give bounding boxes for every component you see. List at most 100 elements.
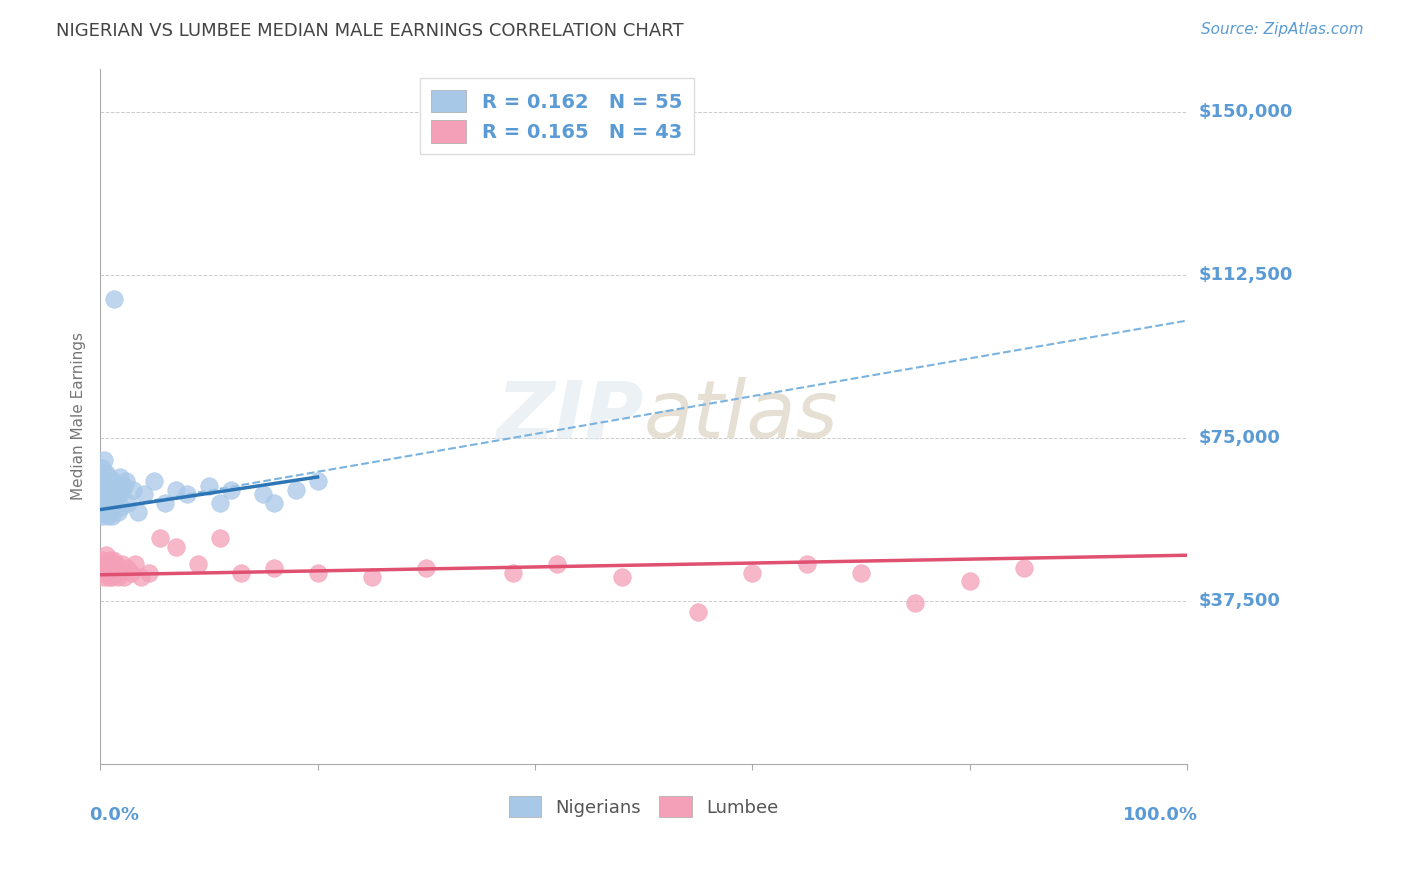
Text: atlas: atlas <box>644 377 838 455</box>
Text: $37,500: $37,500 <box>1198 592 1279 610</box>
Point <box>263 561 285 575</box>
Point <box>143 475 166 489</box>
Point <box>149 531 172 545</box>
Point <box>112 479 135 493</box>
Point <box>101 487 124 501</box>
Text: Source: ZipAtlas.com: Source: ZipAtlas.com <box>1201 22 1364 37</box>
Point <box>117 561 139 575</box>
Point <box>96 566 118 580</box>
Text: $150,000: $150,000 <box>1198 103 1292 121</box>
Point <box>307 566 329 580</box>
Legend: Nigerians, Lumbee: Nigerians, Lumbee <box>502 789 786 824</box>
Point <box>90 496 112 510</box>
Point <box>121 483 143 497</box>
Point <box>502 566 524 580</box>
Point <box>100 479 122 493</box>
Point <box>96 500 118 515</box>
Point <box>91 509 114 524</box>
Point <box>105 483 128 497</box>
Point <box>103 566 125 580</box>
Point <box>93 552 115 566</box>
Point <box>165 483 187 497</box>
Point <box>97 570 120 584</box>
Point <box>93 505 115 519</box>
Point <box>94 466 117 480</box>
Point <box>101 552 124 566</box>
Point <box>252 487 274 501</box>
Point <box>93 479 115 493</box>
Point <box>741 566 763 580</box>
Point <box>97 505 120 519</box>
Point <box>97 487 120 501</box>
Point <box>94 548 117 562</box>
Point <box>107 505 129 519</box>
Point <box>93 487 115 501</box>
Point <box>208 531 231 545</box>
Point <box>101 509 124 524</box>
Point <box>796 557 818 571</box>
Point <box>108 566 131 580</box>
Point <box>284 483 307 497</box>
Point <box>96 487 118 501</box>
Point <box>120 566 142 580</box>
Point <box>849 566 872 580</box>
Point <box>98 483 121 497</box>
Text: 0.0%: 0.0% <box>89 805 139 823</box>
Point <box>110 500 132 515</box>
Point <box>686 605 709 619</box>
Point <box>93 570 115 584</box>
Point <box>100 561 122 575</box>
Point <box>112 570 135 584</box>
Text: $75,000: $75,000 <box>1198 429 1279 447</box>
Y-axis label: Median Male Earnings: Median Male Earnings <box>72 332 86 500</box>
Text: ZIP: ZIP <box>496 377 644 455</box>
Point <box>104 496 127 510</box>
Point <box>98 496 121 510</box>
Point <box>107 487 129 501</box>
Point <box>231 566 253 580</box>
Point <box>93 500 115 515</box>
Point <box>100 500 122 515</box>
Point <box>93 470 115 484</box>
Point <box>94 496 117 510</box>
Point <box>94 561 117 575</box>
Point <box>98 552 121 566</box>
Point <box>93 452 115 467</box>
Point <box>101 570 124 584</box>
Point <box>165 540 187 554</box>
Point <box>97 509 120 524</box>
Point <box>105 557 128 571</box>
Point <box>610 570 633 584</box>
Point <box>108 470 131 484</box>
Point <box>94 483 117 497</box>
Point <box>97 479 120 493</box>
Point <box>124 557 146 571</box>
Point <box>97 557 120 571</box>
Point <box>111 483 134 497</box>
Point <box>263 496 285 510</box>
Point <box>91 475 114 489</box>
Point <box>176 487 198 501</box>
Point <box>127 505 149 519</box>
Point <box>1012 561 1035 575</box>
Point <box>219 483 242 497</box>
Point <box>138 566 160 580</box>
Point <box>115 475 138 489</box>
Point <box>198 479 221 493</box>
Point <box>91 461 114 475</box>
Point <box>904 596 927 610</box>
Point <box>959 574 981 589</box>
Point <box>360 570 382 584</box>
Point <box>101 475 124 489</box>
Point <box>91 566 114 580</box>
Point <box>103 292 125 306</box>
Text: 100.0%: 100.0% <box>1123 805 1198 823</box>
Point <box>111 557 134 571</box>
Point <box>97 491 120 506</box>
Point <box>546 557 568 571</box>
Point <box>155 496 177 510</box>
Point <box>131 570 153 584</box>
Point <box>187 557 209 571</box>
Text: NIGERIAN VS LUMBEE MEDIAN MALE EARNINGS CORRELATION CHART: NIGERIAN VS LUMBEE MEDIAN MALE EARNINGS … <box>56 22 683 40</box>
Point <box>208 496 231 510</box>
